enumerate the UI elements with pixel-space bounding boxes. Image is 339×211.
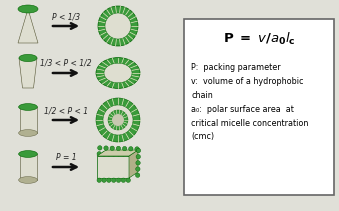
Text: (cmc): (cmc) — [191, 133, 214, 142]
Circle shape — [136, 173, 140, 177]
Circle shape — [108, 110, 128, 130]
Circle shape — [136, 167, 140, 171]
Circle shape — [112, 114, 124, 126]
Circle shape — [136, 154, 140, 159]
Circle shape — [135, 147, 139, 151]
Text: 1/3 < P < 1/2: 1/3 < P < 1/2 — [40, 59, 92, 68]
Circle shape — [136, 148, 141, 153]
Ellipse shape — [19, 104, 37, 110]
Circle shape — [110, 146, 115, 150]
Text: chain: chain — [191, 91, 213, 100]
Circle shape — [97, 178, 101, 182]
Polygon shape — [18, 9, 38, 43]
Circle shape — [97, 151, 101, 156]
Text: critical micelle concentration: critical micelle concentration — [191, 119, 308, 127]
Circle shape — [102, 178, 106, 182]
Circle shape — [105, 13, 131, 39]
Circle shape — [116, 146, 121, 151]
Bar — [184, 19, 334, 195]
Ellipse shape — [19, 130, 37, 136]
Bar — [20, 107, 37, 133]
Circle shape — [128, 147, 133, 151]
Polygon shape — [129, 150, 138, 178]
Circle shape — [122, 146, 127, 151]
Circle shape — [107, 151, 111, 156]
Text: P < 1/3: P < 1/3 — [52, 12, 80, 21]
Circle shape — [121, 151, 126, 156]
Circle shape — [116, 178, 121, 182]
Circle shape — [107, 178, 111, 182]
Circle shape — [121, 178, 126, 182]
Circle shape — [126, 151, 131, 156]
Circle shape — [104, 146, 108, 150]
Text: $\mathbf{P\ =\ \mathit{v}/\mathit{a}_0\mathit{l}_c}$: $\mathbf{P\ =\ \mathit{v}/\mathit{a}_0\m… — [223, 31, 295, 47]
Circle shape — [112, 178, 116, 182]
Circle shape — [112, 151, 116, 156]
Polygon shape — [97, 150, 138, 156]
Polygon shape — [19, 58, 37, 88]
Ellipse shape — [18, 5, 38, 13]
Ellipse shape — [19, 177, 37, 183]
Text: P = 1: P = 1 — [56, 153, 76, 162]
Circle shape — [98, 146, 102, 150]
Text: P:  packing parameter: P: packing parameter — [191, 62, 281, 72]
Circle shape — [126, 178, 131, 182]
Bar — [97, 156, 129, 178]
Circle shape — [136, 161, 140, 165]
Circle shape — [96, 98, 140, 142]
Circle shape — [98, 6, 138, 46]
Bar — [20, 154, 37, 180]
Text: v:  volume of a hydrophobic: v: volume of a hydrophobic — [191, 77, 303, 85]
Text: 1/2 < P < 1: 1/2 < P < 1 — [44, 106, 88, 115]
Circle shape — [116, 151, 121, 156]
Circle shape — [103, 105, 133, 135]
Ellipse shape — [104, 63, 132, 83]
Ellipse shape — [19, 54, 37, 62]
Circle shape — [102, 151, 106, 156]
Ellipse shape — [19, 151, 37, 157]
Ellipse shape — [96, 58, 140, 88]
Text: a₀:  polar surface area  at: a₀: polar surface area at — [191, 104, 294, 114]
